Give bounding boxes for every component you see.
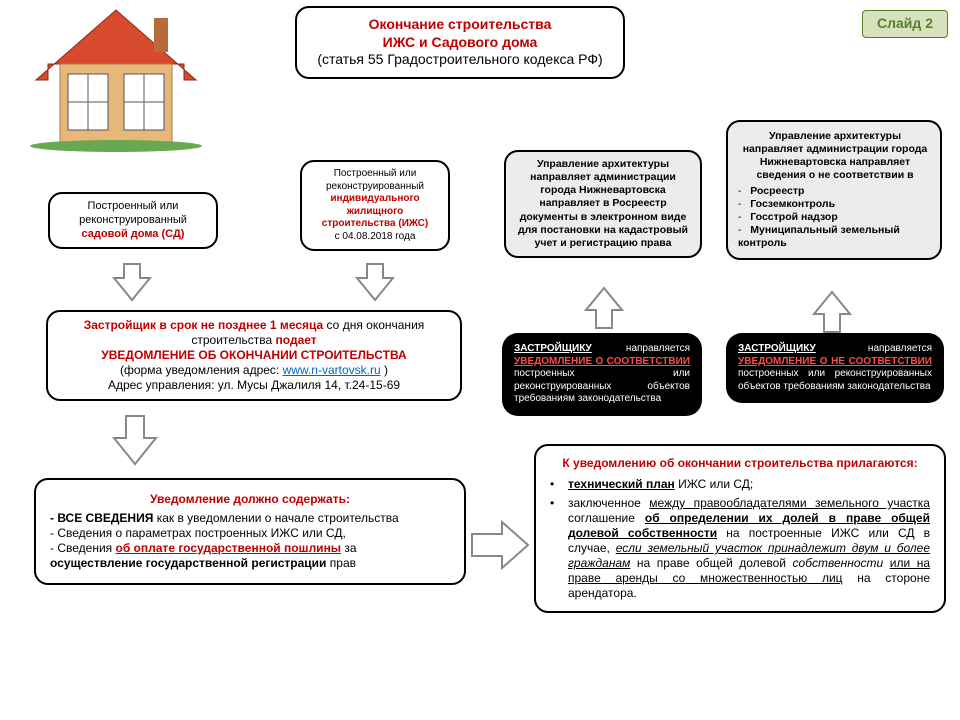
house-icon xyxy=(16,2,216,152)
arrow-down-icon xyxy=(112,414,158,466)
mc-i1b: как в уведомлении о начале строительства xyxy=(153,511,398,525)
arch-right-item0: Росреестр xyxy=(750,185,804,197)
dl-link[interactable]: www.n-vartovsk.ru xyxy=(283,363,381,377)
arch-right-box: Управление архитектуры направляет админи… xyxy=(726,120,942,260)
a1b: ИЖС или СД; xyxy=(675,477,754,491)
deadline-box: Застройщик в срок не позднее 1 месяца со… xyxy=(46,310,462,401)
compliance-right-box: ЗАСТРОЙЩИКУ направляется УВЕДОМЛЕНИЕ О Н… xyxy=(726,333,944,403)
sd-l2: садовой дома (СД) xyxy=(60,228,206,242)
izhs-box: Построенный или реконструированный индив… xyxy=(300,160,450,251)
a2a: заключенное xyxy=(568,496,649,510)
att-title: К уведомлению об окончании строительства… xyxy=(550,456,930,471)
mc-i3b: об оплате государственной пошлины xyxy=(115,541,341,555)
mc-i1a: - ВСЕ СВЕДЕНИЯ xyxy=(50,511,153,525)
dl-t6: ) xyxy=(384,363,388,377)
sd-l1: Построенный или реконструированный xyxy=(60,200,206,228)
title-line1: Окончание строительства xyxy=(309,16,611,34)
cl-t4: построенных или реконструированных объек… xyxy=(514,368,690,404)
a2g: на праве общей долевой xyxy=(637,556,786,570)
mc-i3c: за xyxy=(344,541,356,555)
dl-t1: Застройщик в срок не позднее 1 месяца xyxy=(84,318,323,332)
dl-t3: подает xyxy=(276,333,317,347)
mc-i3a: - Сведения xyxy=(50,541,115,555)
cl-t2: направляется xyxy=(592,343,690,354)
arch-left-text: Управление архитектуры направляет админи… xyxy=(518,158,688,249)
dl-t4: УВЕДОМЛЕНИЕ ОБ ОКОНЧАНИИ СТРОИТЕЛЬСТВА xyxy=(101,348,406,362)
a2b: между правообладателями земельного участ… xyxy=(649,496,930,510)
izhs-l3: с 04.08.2018 года xyxy=(312,231,438,244)
arch-right-intro: Управление архитектуры направляет админи… xyxy=(738,130,932,183)
cr-t1: ЗАСТРОЙЩИКУ xyxy=(738,343,816,354)
mc-i3d: осуществление государственной регистраци… xyxy=(50,556,326,570)
cr-t3: УВЕДОМЛЕНИЕ О НЕ СООТВЕТСТВИИ xyxy=(738,356,932,367)
izhs-l1: Построенный или реконструированный xyxy=(312,168,438,193)
a1a: технический план xyxy=(568,477,675,491)
dl-t7: Адрес управления: ул. Мусы Джалиля 14, т… xyxy=(108,378,400,392)
compliance-left-box: ЗАСТРОЙЩИКУ направляется УВЕДОМЛЕНИЕ О С… xyxy=(502,333,702,416)
arch-right-item3: Муниципальный земельный контроль xyxy=(738,224,900,249)
arrow-down-icon xyxy=(112,262,152,302)
arch-right-item2: Госстрой надзор xyxy=(750,211,838,223)
arrow-up-icon xyxy=(584,286,624,330)
slide-badge: Слайд 2 xyxy=(862,10,948,38)
arrow-up-icon xyxy=(812,290,852,334)
dl-t5: (форма уведомления адрес: xyxy=(120,363,283,377)
arch-left-box: Управление архитектуры направляет админи… xyxy=(504,150,702,258)
arrow-down-icon xyxy=(355,262,395,302)
arch-right-item1: Госземконтроль xyxy=(750,198,835,210)
mc-i3e: прав xyxy=(330,556,356,570)
mc-title: Уведомление должно содержать: xyxy=(50,492,450,507)
title-line2: ИЖС и Садового дома xyxy=(309,34,611,52)
a2h: собственности xyxy=(793,556,890,570)
must-contain-box: Уведомление должно содержать: - ВСЕ СВЕД… xyxy=(34,478,466,585)
cl-t1: ЗАСТРОЙЩИКУ xyxy=(514,343,592,354)
sd-box: Построенный или реконструированный садов… xyxy=(48,192,218,249)
mc-i2: - Сведения о параметрах построенных ИЖС … xyxy=(50,526,450,541)
title-line3: (статья 55 Градостроительного кодекса РФ… xyxy=(309,51,611,69)
attachments-box: К уведомлению об окончании строительства… xyxy=(534,444,946,613)
cr-t2: направляется xyxy=(816,343,932,354)
title-box: Окончание строительства ИЖС и Садового д… xyxy=(295,6,625,79)
a2c: соглашение xyxy=(568,511,645,525)
cl-t3: УВЕДОМЛЕНИЕ О СООТВЕТСТВИИ xyxy=(514,356,690,367)
izhs-l2: индивидуального жилищного строительства … xyxy=(312,193,438,231)
cr-t4: построенных или реконструированных объек… xyxy=(738,368,932,392)
arrow-right-icon xyxy=(470,520,530,570)
